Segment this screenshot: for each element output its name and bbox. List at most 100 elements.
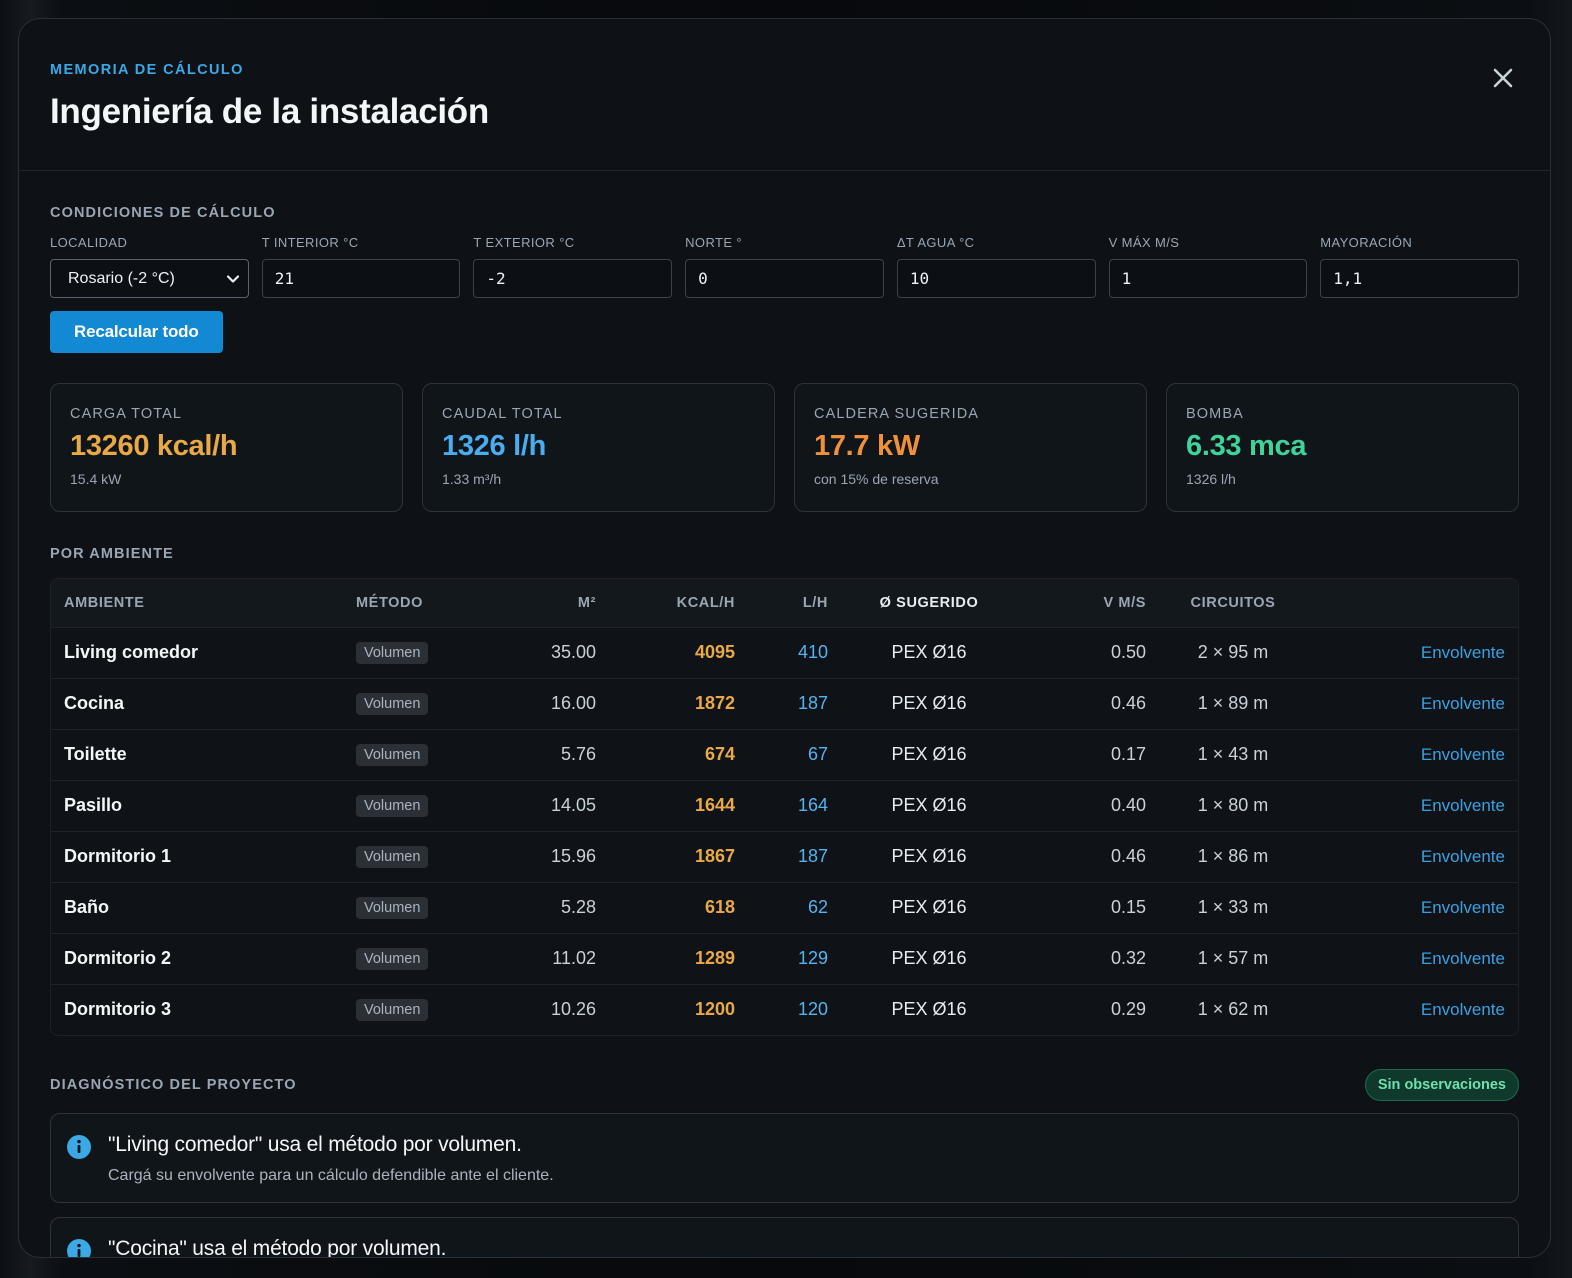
card-value: 6.33 mca bbox=[1186, 430, 1307, 462]
field-localidad: LOCALIDAD Rosario (-2 °C) bbox=[50, 235, 249, 298]
diagnostics-list: "Living comedor" usa el método por volum… bbox=[50, 1113, 1519, 1257]
method-badge: Volumen bbox=[343, 984, 477, 1035]
method-badge: Volumen bbox=[343, 729, 477, 780]
diagnostic-text: Cargá su envolvente para un cálculo defe… bbox=[108, 1167, 554, 1184]
calc-modal: MEMORIA DE CÁLCULO Ingeniería de la inst… bbox=[18, 18, 1551, 1258]
envolvente-link[interactable]: Envolvente bbox=[1420, 795, 1505, 815]
dt-agua-input[interactable]: 10 bbox=[896, 259, 1096, 298]
field-label: ΔT AGUA °C bbox=[896, 235, 975, 250]
rooms-table: AMBIENTE MÉTODO M² KCAL/H L/H Ø SUGERIDO… bbox=[51, 579, 1518, 1035]
table-row: Living comedor Volumen 35.00 4095 410 PEX Ø16… bbox=[51, 627, 1518, 678]
envolvente-link[interactable]: Envolvente bbox=[1420, 744, 1505, 764]
table-row: Pasillo Volumen 14.05 1644 164 PEX Ø16 0.40 1 ×… bbox=[51, 780, 1518, 831]
table-row: Dormitorio 2 Volumen 11.02 1289 129 PEX Ø16 0.… bbox=[51, 933, 1518, 984]
col-header: AMBIENTE bbox=[64, 594, 145, 611]
circuits-value: 1 × 43 m bbox=[1197, 744, 1269, 764]
rooms-section: POR AMBIENTE AMBIENTE MÉTODO M² KCAL/H L… bbox=[50, 546, 1519, 1036]
velocity-value: 0.29 bbox=[1110, 999, 1146, 1020]
room-name: Dormitorio 1 bbox=[64, 846, 172, 866]
flow-value: 67 bbox=[807, 744, 828, 764]
kcal-value: 674 bbox=[704, 744, 735, 764]
method-badge: Volumen bbox=[343, 627, 477, 678]
velocity-value: 0.32 bbox=[1110, 948, 1146, 968]
kcal-value: 1200 bbox=[694, 999, 735, 1020]
circuits-value: 1 × 33 m bbox=[1197, 897, 1269, 917]
envolvente-link[interactable]: Envolvente bbox=[1420, 897, 1505, 917]
diameter-value: PEX Ø16 bbox=[891, 999, 967, 1020]
diameter-value: PEX Ø16 bbox=[891, 846, 967, 866]
norte-input[interactable]: 0 bbox=[685, 259, 884, 298]
close-icon bbox=[1493, 68, 1513, 88]
room-name: Cocina bbox=[64, 693, 125, 713]
card-value: 1326 l/h bbox=[442, 430, 546, 462]
diameter-value: PEX Ø16 bbox=[891, 642, 967, 662]
velocity-value: 0.40 bbox=[1110, 795, 1146, 815]
circuits-value: 1 × 57 m bbox=[1197, 948, 1269, 968]
table-row: Dormitorio 1 Volumen 15.96 1867 187 PEX Ø16 0.… bbox=[51, 831, 1518, 882]
velocity-value: 0.46 bbox=[1110, 846, 1146, 866]
room-name: Toilette bbox=[64, 744, 127, 764]
summary-card-caldera: CALDERA SUGERIDA 17.7 kW con 15% de rese… bbox=[794, 383, 1147, 512]
field-t-interior: T INTERIOR °C 21 bbox=[261, 235, 461, 298]
room-name: Dormitorio 3 bbox=[64, 999, 172, 1020]
room-name: Dormitorio 2 bbox=[64, 948, 172, 968]
field-label: T EXTERIOR °C bbox=[473, 235, 575, 250]
col-header: MÉTODO bbox=[356, 594, 423, 611]
method-badge-label: Volumen bbox=[356, 897, 429, 919]
field-label: LOCALIDAD bbox=[50, 235, 128, 250]
card-label: CAUDAL TOTAL bbox=[442, 406, 563, 422]
envolvente-link[interactable]: Envolvente bbox=[1420, 948, 1505, 968]
diameter-value: PEX Ø16 bbox=[891, 948, 967, 968]
method-badge-label: Volumen bbox=[356, 846, 429, 868]
diameter-value: PEX Ø16 bbox=[891, 795, 967, 815]
kcal-value: 1867 bbox=[694, 846, 735, 866]
field-v-max: V MÁX M/S 1 bbox=[1108, 235, 1308, 298]
area-value: 15.96 bbox=[550, 846, 596, 866]
method-badge-label: Volumen bbox=[356, 795, 429, 817]
envolvente-link[interactable]: Envolvente bbox=[1420, 999, 1505, 1019]
card-value: 13260 kcal/h bbox=[70, 430, 238, 462]
recalculate-button[interactable]: Recalcular todo bbox=[50, 311, 223, 353]
col-header: M² bbox=[577, 594, 596, 611]
summary-cards: CARGA TOTAL 13260 kcal/h 15.4 kW CAUDAL … bbox=[50, 383, 1519, 512]
t-interior-input[interactable]: 21 bbox=[261, 259, 461, 298]
close-button[interactable] bbox=[1490, 65, 1516, 91]
card-label: CARGA TOTAL bbox=[70, 406, 183, 422]
flow-value: 187 bbox=[797, 693, 828, 713]
rooms-label: POR AMBIENTE bbox=[50, 546, 174, 562]
card-label: CALDERA SUGERIDA bbox=[814, 406, 980, 422]
modal-title: Ingeniería de la instalación bbox=[50, 92, 489, 131]
method-badge: Volumen bbox=[343, 882, 477, 933]
circuits-value: 2 × 95 m bbox=[1197, 642, 1269, 662]
table-row: Baño Volumen 5.28 618 62 PEX Ø16 0.15 1 × 33 m E… bbox=[51, 882, 1518, 933]
flow-value: 120 bbox=[797, 999, 828, 1020]
field-mayoracion: MAYORACIÓN 1,1 bbox=[1320, 235, 1519, 298]
card-sub: 1326 l/h bbox=[1186, 471, 1236, 487]
kcal-value: 618 bbox=[704, 897, 735, 917]
t-exterior-input[interactable]: -2 bbox=[473, 259, 673, 298]
localidad-select[interactable]: Rosario (-2 °C) bbox=[50, 259, 249, 298]
area-value: 14.05 bbox=[550, 795, 596, 815]
kcal-value: 1644 bbox=[694, 795, 735, 815]
envolvente-link[interactable]: Envolvente bbox=[1420, 846, 1505, 866]
flow-value: 410 bbox=[797, 642, 828, 662]
card-sub: con 15% de reserva bbox=[814, 471, 939, 487]
summary-card-caudal: CAUDAL TOTAL 1326 l/h 1.33 m³/h bbox=[422, 383, 775, 512]
envolvente-link[interactable]: Envolvente bbox=[1420, 693, 1505, 713]
card-sub: 15.4 kW bbox=[70, 471, 122, 487]
col-header: KCAL/H bbox=[676, 594, 735, 611]
mayoracion-input[interactable]: 1,1 bbox=[1320, 259, 1519, 298]
envolvente-link[interactable]: Envolvente bbox=[1420, 642, 1505, 662]
chevron-down-icon bbox=[226, 275, 239, 283]
flow-value: 187 bbox=[797, 846, 828, 866]
area-value: 11.02 bbox=[552, 948, 596, 968]
method-badge: Volumen bbox=[343, 831, 477, 882]
diagnostic-item: "Living comedor" usa el método por volum… bbox=[50, 1113, 1519, 1203]
kcal-value: 4095 bbox=[694, 642, 735, 662]
flow-value: 129 bbox=[797, 948, 828, 968]
field-label: NORTE ° bbox=[685, 235, 743, 250]
area-value: 5.76 bbox=[560, 744, 596, 764]
method-badge-label: Volumen bbox=[356, 642, 429, 664]
v-max-input[interactable]: 1 bbox=[1108, 259, 1308, 298]
info-icon bbox=[67, 1135, 91, 1159]
